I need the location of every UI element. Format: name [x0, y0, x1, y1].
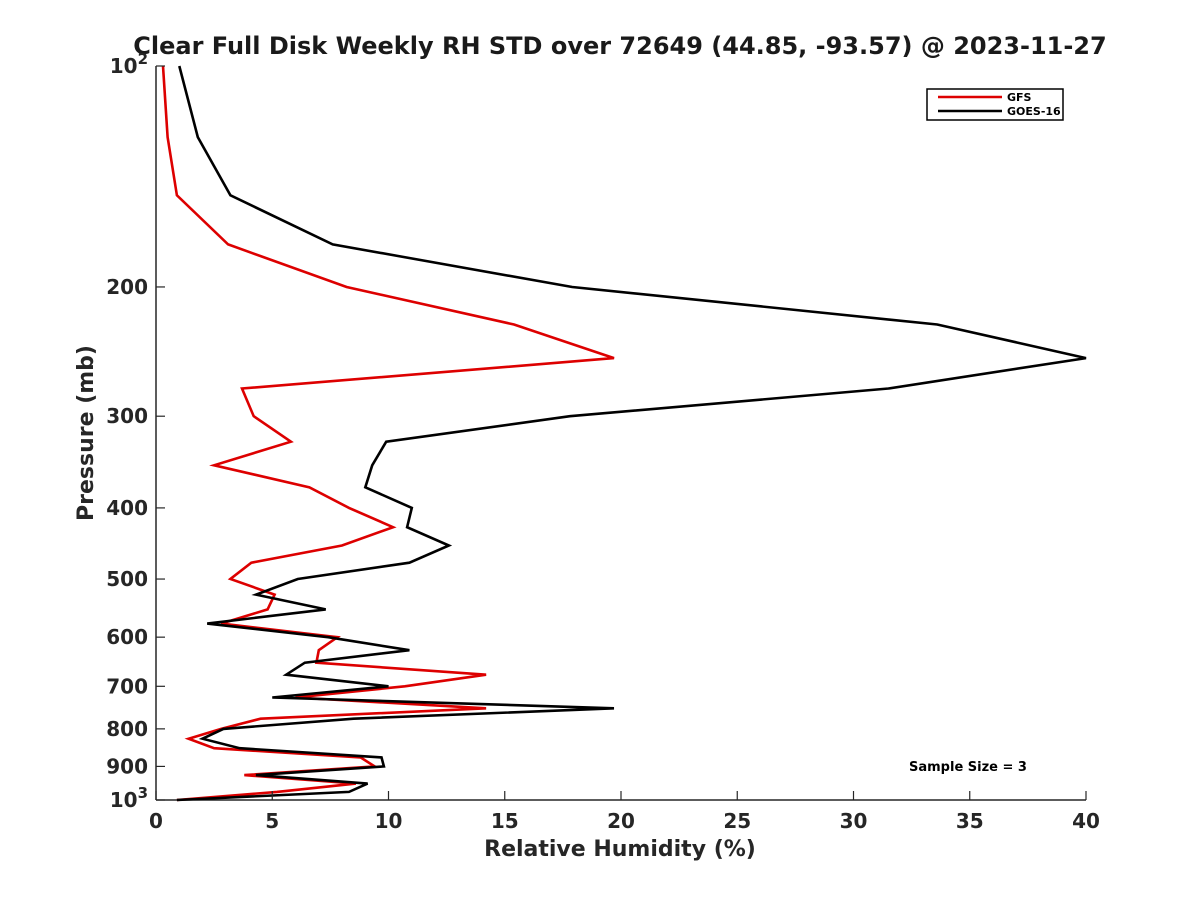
y-tick-label: 300	[106, 404, 148, 428]
legend-label-goes16: GOES-16	[1007, 105, 1061, 118]
legend-label-gfs: GFS	[1007, 91, 1032, 104]
sample-size-annotation: Sample Size = 3	[909, 760, 1027, 775]
plot-frame	[155, 66, 1086, 801]
y-tick-exponent: 2	[138, 50, 148, 68]
x-tick-label: 30	[840, 809, 868, 833]
y-tick-label: 800	[106, 717, 148, 741]
y-tick-label: 102	[110, 50, 148, 78]
x-tick-label: 10	[375, 809, 403, 833]
series-line-goes16	[176, 65, 1087, 802]
y-tick-base: 10	[110, 788, 138, 812]
x-tick-label: 5	[265, 809, 279, 833]
x-tick-label: 15	[491, 809, 519, 833]
legend-box	[926, 88, 1064, 121]
y-tick-label: 600	[106, 625, 148, 649]
y-tick-label: 400	[106, 496, 148, 520]
legend: GFS GOES-16	[926, 88, 1064, 121]
x-axis-ticks: 0 5 10 15 20 25 30 35 40	[149, 791, 1100, 833]
y-tick-label: 700	[106, 674, 148, 698]
x-axis-label: Relative Humidity (%)	[484, 837, 756, 862]
x-tick-label: 35	[956, 809, 984, 833]
y-tick-label: 200	[106, 275, 148, 299]
y-tick-exponent: 3	[138, 784, 148, 802]
y-tick-base: 10	[110, 54, 138, 78]
x-tick-label: 40	[1072, 809, 1100, 833]
y-axis-label: Pressure (mb)	[74, 345, 99, 521]
x-tick-label: 0	[149, 809, 163, 833]
x-tick-label: 25	[723, 809, 751, 833]
series-layer	[161, 65, 1087, 802]
y-tick-label: 500	[106, 567, 148, 591]
y-tick-label: 103	[110, 784, 148, 812]
x-tick-label: 20	[607, 809, 635, 833]
chart-title: Clear Full Disk Weekly RH STD over 72649…	[133, 32, 1107, 60]
y-tick-label: 900	[106, 754, 148, 778]
series-line-gfs	[161, 65, 615, 802]
